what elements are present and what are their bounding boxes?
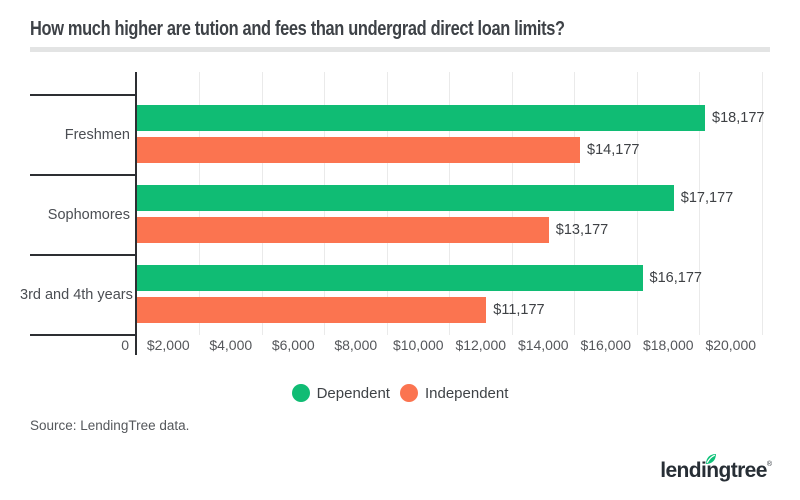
x-tick-label: $16,000 xyxy=(580,337,632,353)
bar-value-label: $17,177 xyxy=(680,190,734,206)
category-tick-line xyxy=(30,254,137,256)
chart-title: How much higher are tution and fees than… xyxy=(30,18,565,40)
bar-value-label: $11,177 xyxy=(493,302,545,318)
category-label: Freshmen xyxy=(64,127,130,143)
logo-wordmark: lendingtree xyxy=(660,459,767,482)
x-tick-label: $8,000 xyxy=(334,337,378,353)
legend-dot-icon xyxy=(291,384,310,402)
x-tick-label: $10,000 xyxy=(392,337,444,353)
bar-dependent xyxy=(137,265,643,291)
x-tick-label: $20,000 xyxy=(705,337,757,353)
title-divider xyxy=(30,47,770,52)
category-label: 3rd and 4th years xyxy=(20,287,133,303)
bar-independent xyxy=(137,217,549,243)
category-tick-line xyxy=(30,334,137,336)
leaf-icon xyxy=(704,451,718,473)
legend-dot-icon xyxy=(399,384,418,402)
registered-mark: ® xyxy=(766,461,772,468)
x-tick-label: 0 xyxy=(121,337,129,353)
bar-dependent xyxy=(137,185,674,211)
bar-dependent xyxy=(137,105,706,131)
legend-label: Dependent xyxy=(316,384,390,402)
legend-item: Independent xyxy=(399,384,509,402)
x-tick-label: $18,000 xyxy=(642,337,694,353)
category-label: Sophomores xyxy=(47,207,130,223)
x-tick-label: $6,000 xyxy=(271,337,315,353)
bar-value-label: $18,177 xyxy=(712,110,765,126)
bar-independent xyxy=(137,297,487,323)
y-axis-line xyxy=(135,72,137,355)
lendingtree-logo: lendingtree® xyxy=(660,454,772,484)
gridline xyxy=(761,72,763,335)
category-tick-line xyxy=(30,174,137,176)
source-note: Source: LendingTree data. xyxy=(30,418,190,433)
bar-value-label: $13,177 xyxy=(555,222,609,238)
bar-value-label: $16,177 xyxy=(649,270,702,286)
legend-item: Dependent xyxy=(291,384,390,402)
chart-legend: Dependent Independent xyxy=(0,383,800,403)
gridline xyxy=(699,72,700,335)
legend-label: Independent xyxy=(424,384,509,402)
x-tick-label: $14,000 xyxy=(517,337,569,353)
category-tick-line xyxy=(30,94,137,96)
x-tick-label: $12,000 xyxy=(455,337,507,353)
x-tick-label: $2,000 xyxy=(146,337,190,353)
bar-value-label: $14,177 xyxy=(587,142,640,158)
x-tick-label: $4,000 xyxy=(209,337,253,353)
bar-independent xyxy=(137,137,581,163)
